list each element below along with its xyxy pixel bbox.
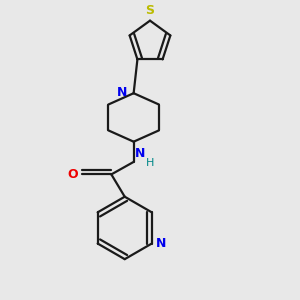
Text: H: H <box>146 158 154 167</box>
Text: O: O <box>68 168 78 181</box>
Text: N: N <box>156 237 166 250</box>
Text: N: N <box>135 147 146 161</box>
Text: N: N <box>117 85 127 98</box>
Text: S: S <box>146 4 154 17</box>
